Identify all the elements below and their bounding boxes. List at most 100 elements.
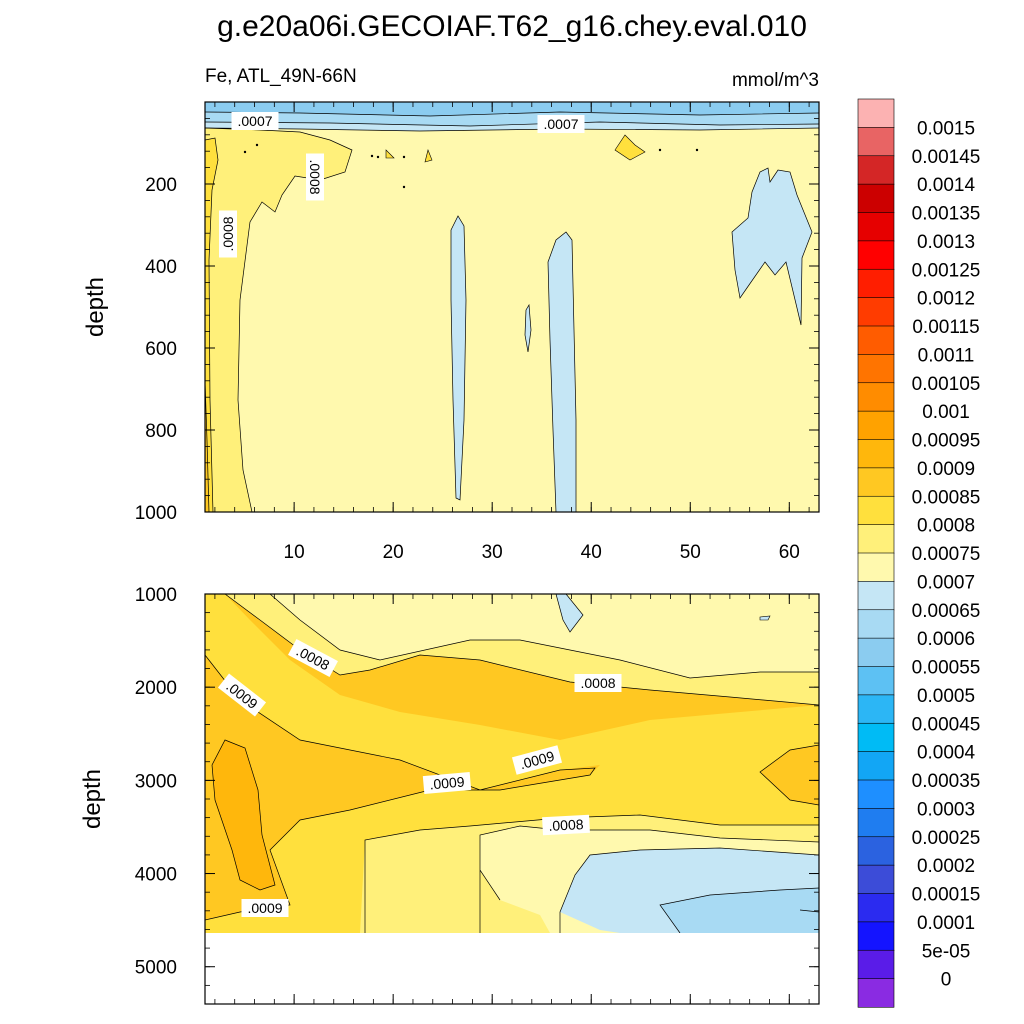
colorbar-label: 0.00025: [912, 828, 981, 849]
bottom-contour-label-bg: [542, 814, 590, 836]
colorbar-swatch: [857, 495, 895, 526]
top-contour-label-bg: [219, 210, 237, 258]
bottom-contour-label-bg: [511, 745, 563, 775]
top-contour-label: .0007: [231, 112, 279, 130]
chart-title: g.e20a06i.GECOIAF.T62_g16.chey.eval.010: [217, 10, 807, 43]
colorbar-label: 5e-05: [922, 941, 971, 962]
colorbar-label: 0.0012: [917, 289, 975, 310]
bottom-y-tick-label: 1000: [135, 585, 177, 606]
deep-band-00065: [660, 888, 819, 933]
deep-core-00095: [212, 740, 275, 890]
colorbar-swatch: [857, 240, 895, 270]
bottom-contour-label-text: .0008: [548, 816, 584, 834]
colorbar-swatch: [857, 694, 895, 724]
top-panel-plot: [205, 102, 819, 512]
x-tick-label: 50: [680, 542, 701, 563]
bottom-contour-label: .0009: [241, 899, 289, 917]
colorbar-label: 0.00055: [912, 658, 981, 679]
colorbar-label: 0: [941, 970, 952, 991]
colorbar: 0.0015 0.00145 0.0014 0.00135 0.0013 0.00125 0…: [857, 98, 981, 1008]
bottom-contour-label-bg: [422, 771, 472, 795]
bottom-contour-label-text: .0009: [247, 900, 282, 916]
colorbar-swatch: [857, 666, 895, 696]
surface-band-0007: [205, 122, 819, 131]
top-contour-label-text: .0008: [220, 216, 236, 251]
colorbar-swatch: [857, 268, 895, 299]
colorbar-swatch: [857, 609, 895, 639]
colorbar-label: 0.0013: [917, 232, 975, 253]
colorbar-swatch: [857, 722, 895, 753]
colorbar-swatch: [857, 893, 895, 923]
colorbar-label: 0.00105: [912, 374, 981, 395]
colorbar-label: 0.00085: [912, 487, 981, 508]
colorbar-label: 0.0008: [917, 516, 975, 537]
top-contour-label-text: .0008: [307, 159, 323, 194]
top-y-tick-label: 600: [145, 339, 177, 360]
top-contour-label-bg: [537, 115, 585, 133]
colorbar-label: 0.00015: [912, 885, 981, 906]
bottom-contour-label-bg: [241, 899, 289, 917]
colorbar-swatch: [857, 921, 895, 951]
colorbar-label: 0.00135: [912, 204, 981, 225]
colorbar-swatch: [857, 127, 895, 157]
colorbar-swatch: [857, 410, 895, 441]
bottom-y-tick-label: 4000: [135, 865, 177, 886]
colorbar-swatch: [857, 524, 895, 554]
colorbar-swatch: [857, 325, 895, 355]
x-tick-label: 10: [284, 542, 305, 563]
colorbar-swatch: [857, 467, 895, 497]
top-y-tick-label: 200: [145, 175, 177, 196]
colorbar-swatch: [857, 297, 895, 327]
colorbar-label: 0.00035: [912, 771, 981, 792]
colorbar-swatch: [857, 978, 895, 1008]
colorbar-swatch: [857, 212, 895, 242]
colorbar-swatch: [857, 354, 895, 384]
plume-27: [450, 215, 467, 501]
top-contour-label: .0007: [537, 115, 585, 133]
top-contour-label-text: .0007: [237, 113, 272, 129]
bottom-contour-label-bg: [217, 673, 267, 717]
colorbar-label: 0.0003: [917, 799, 975, 820]
top-y-axis-title: depth: [82, 277, 109, 337]
colorbar-label: 0.0009: [917, 459, 975, 480]
colorbar-swatch: [857, 808, 895, 838]
missing-seafloor: [205, 933, 819, 1004]
colorbar-label: 0.0015: [917, 118, 975, 139]
left-band-00080: [205, 128, 352, 512]
colorbar-swatch: [857, 155, 895, 185]
x-tick-label: 30: [482, 542, 503, 563]
colorbar-label: 0.0011: [918, 345, 975, 366]
bottom-contour-label: .0008: [574, 674, 622, 692]
plume-right: [731, 167, 813, 326]
colorbar-swatch: [857, 949, 895, 980]
bottom-y-tick-label: 2000: [135, 678, 177, 699]
top-y-tick-label: 1000: [135, 503, 177, 524]
colorbar-swatch: [857, 382, 895, 412]
colorbar-swatch: [857, 864, 895, 895]
x-tick-label: 20: [383, 542, 404, 563]
bottom-contour-label-text: .0008: [580, 675, 615, 691]
top-contour-label: .0008: [306, 153, 324, 201]
colorbar-label: 0.0004: [917, 743, 976, 764]
x-tick-label: 60: [779, 542, 800, 563]
bottom-contour-label: .0009: [422, 771, 472, 795]
colorbar-label: 0.00075: [912, 544, 981, 565]
bottom-contour-label-bg: [574, 674, 622, 692]
plume-33: [524, 303, 532, 353]
top-contour-label: .0008: [219, 210, 237, 258]
surface-band-00065: [205, 112, 819, 126]
colorbar-label: 0.0014: [917, 175, 976, 196]
colorbar-swatch: [857, 637, 895, 668]
colorbar-label: 0.00125: [912, 260, 981, 281]
bottom-contour-label: .0008: [542, 814, 590, 836]
colorbar-swatch: [857, 751, 895, 781]
deep-core-right: [760, 745, 819, 805]
subtitle-units: mmol/m^3: [732, 70, 819, 91]
colorbar-swatch: [857, 183, 895, 214]
deep-band-00090: [205, 655, 600, 920]
colorbar-label: 0.00145: [912, 147, 981, 168]
colorbar-label: 0.001: [922, 402, 970, 423]
colorbar-label: 0.0002: [917, 856, 975, 877]
colorbar-label: 0.0007: [917, 572, 975, 593]
